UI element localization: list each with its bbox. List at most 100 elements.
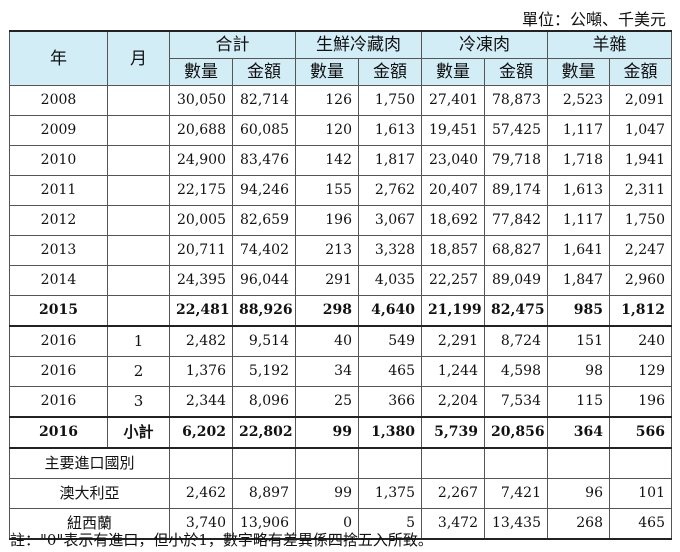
country-name: 澳大利亞 [9,478,170,509]
year-cell: 2009 [9,115,108,146]
value-cell: 2,204 [421,386,485,418]
value-cell: 1,380 [358,416,422,449]
table-row: 2013 20,711 74,402 213 3,328 18,857 68,827 1,64… [9,235,672,266]
value-cell: 126 [295,85,359,116]
empty-cell [547,447,610,479]
value-cell: 196 [295,205,359,236]
value-cell: 21,199 [421,295,485,327]
value-cell: 94,246 [232,175,296,206]
header-group-fresh: 生鮮冷藏肉 [295,30,422,59]
value-cell: 2,267 [421,478,485,509]
value-cell: 22,175 [169,175,233,206]
value-cell: 291 [295,265,359,296]
value-cell: 22,481 [169,295,233,327]
value-cell: 2,311 [609,175,672,206]
table-row: 2009 20,688 60,085 120 1,613 19,451 57,425 1,11… [9,115,672,146]
year-cell: 2013 [9,235,108,266]
month-cell [107,115,170,146]
value-cell: 20,856 [484,416,548,449]
value-cell: 98 [547,356,610,387]
section-label: 主要進口國別 [9,447,170,479]
table-row: 2012 20,005 82,659 196 3,067 18,692 77,842 1,11… [9,205,672,236]
value-cell: 96 [547,478,610,509]
value-cell: 1,750 [609,205,672,236]
value-cell: 1,941 [609,145,672,176]
month-cell [107,175,170,206]
table-row: 2016 小計 6,202 22,802 99 1,380 5,739 20,856 364 56… [9,416,672,449]
value-cell: 78,873 [484,85,548,116]
value-cell: 6,202 [169,416,233,449]
value-cell: 74,402 [232,235,296,266]
table-row: 2016 1 2,482 9,514 40 549 2,291 8,724 151 240 [9,325,672,357]
value-cell: 1,817 [358,145,422,176]
value-cell: 24,900 [169,145,233,176]
year-cell: 2011 [9,175,108,206]
value-cell: 298 [295,295,359,327]
month-cell: 1 [107,325,170,357]
empty-cell [295,447,359,479]
value-cell: 1,375 [358,478,422,509]
value-cell: 2,091 [609,85,672,116]
empty-cell [609,447,672,479]
value-cell: 142 [295,145,359,176]
header-sub: 金額 [358,58,422,86]
value-cell: 8,096 [232,386,296,418]
value-cell: 8,897 [232,478,296,509]
value-cell: 23,040 [421,145,485,176]
value-cell: 3,472 [421,508,485,540]
empty-cell [421,447,485,479]
month-cell [107,85,170,116]
value-cell: 155 [295,175,359,206]
value-cell: 57,425 [484,115,548,146]
value-cell: 2,291 [421,325,485,357]
value-cell: 34 [295,356,359,387]
value-cell: 9,514 [232,325,296,357]
value-cell: 20,005 [169,205,233,236]
value-cell: 77,842 [484,205,548,236]
value-cell: 1,376 [169,356,233,387]
value-cell: 1,117 [547,205,610,236]
value-cell: 240 [609,325,672,357]
value-cell: 2,960 [609,265,672,296]
value-cell: 20,407 [421,175,485,206]
value-cell: 985 [547,295,610,327]
value-cell: 115 [547,386,610,418]
value-cell: 2,462 [169,478,233,509]
value-cell: 2,247 [609,235,672,266]
value-cell: 465 [609,508,672,540]
value-cell: 82,475 [484,295,548,327]
value-cell: 2,762 [358,175,422,206]
value-cell: 20,688 [169,115,233,146]
value-cell: 364 [547,416,610,449]
year-cell: 2008 [9,85,108,116]
table-row: 2016 3 2,344 8,096 25 366 2,204 7,534 115 196 [9,386,672,418]
value-cell: 268 [547,508,610,540]
header-sub: 金額 [484,58,548,86]
year-cell: 2016 [9,325,108,357]
value-cell: 68,827 [484,235,548,266]
header-year: 年 [9,30,108,86]
value-cell: 18,857 [421,235,485,266]
value-cell: 20,711 [169,235,233,266]
header-sub: 數量 [169,58,233,86]
value-cell: 1,750 [358,85,422,116]
value-cell: 5,192 [232,356,296,387]
value-cell: 1,047 [609,115,672,146]
header-sub: 數量 [421,58,485,86]
year-cell: 2010 [9,145,108,176]
header-sub: 金額 [609,58,672,86]
value-cell: 120 [295,115,359,146]
empty-cell [484,447,548,479]
year-cell: 2016 [9,416,108,449]
value-cell: 2,344 [169,386,233,418]
month-cell [107,205,170,236]
value-cell: 89,174 [484,175,548,206]
country-row: 紐西蘭 3,740 13,906 0 5 3,472 13,435 268 465 [9,508,672,540]
value-cell: 19,451 [421,115,485,146]
header-sub: 數量 [295,58,359,86]
value-cell: 1,641 [547,235,610,266]
value-cell: 1,244 [421,356,485,387]
value-cell: 213 [295,235,359,266]
value-cell: 99 [295,416,359,449]
table-row: 2014 24,395 96,044 291 4,035 22,257 89,049 1,84… [9,265,672,296]
